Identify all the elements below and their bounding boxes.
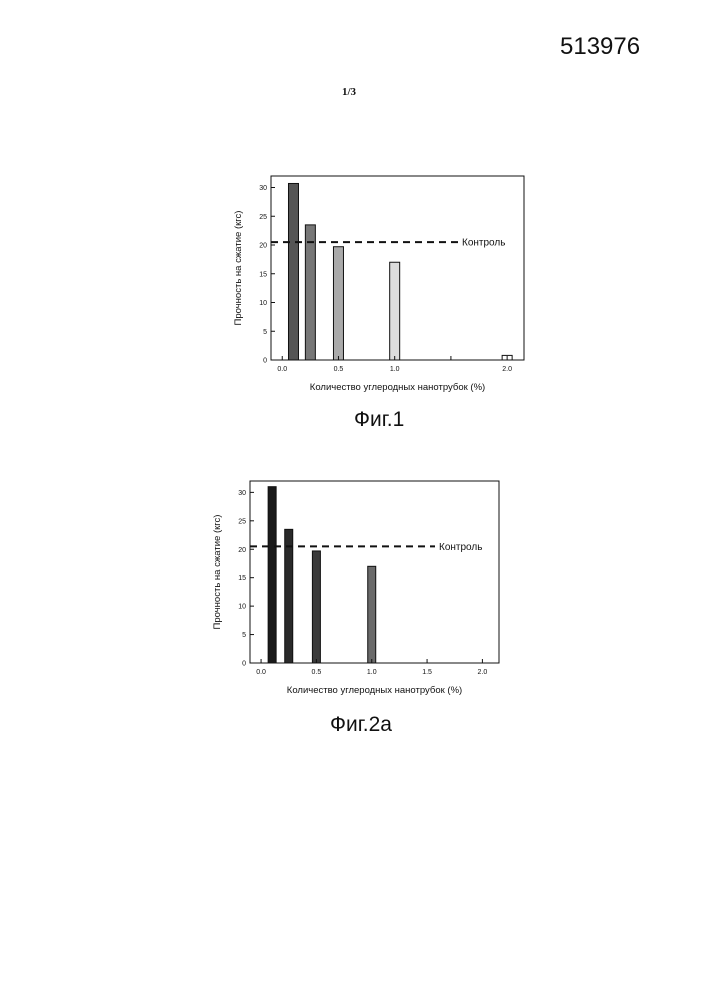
x-tick-label: 0.5	[334, 366, 344, 373]
x-tick-label: 0.0	[277, 366, 287, 373]
x-tick-label: 2.0	[478, 669, 488, 676]
y-axis-title: Прочность на сжатие (кгс)	[233, 211, 244, 326]
y-tick-label: 25	[259, 214, 267, 221]
bar	[285, 529, 293, 663]
x-tick-label: 0.5	[312, 669, 322, 676]
y-tick-label: 30	[259, 185, 267, 192]
y-tick-label: 30	[238, 490, 246, 497]
y-tick-label: 0	[242, 661, 246, 668]
y-tick-label: 0	[263, 358, 267, 365]
y-axis-title: Прочность на сжатие (кгс)	[212, 515, 223, 630]
bar	[305, 225, 315, 360]
y-tick-label: 15	[259, 271, 267, 278]
control-label: Контроль	[439, 542, 482, 553]
figure-caption-2a: Фиг.2а	[330, 713, 392, 737]
x-tick-label: 0.0	[256, 669, 266, 676]
bar	[268, 487, 276, 663]
x-tick-label: 1.5	[422, 669, 432, 676]
bar	[368, 566, 376, 663]
x-tick-label: 2.0	[502, 366, 512, 373]
bar	[312, 551, 320, 663]
chart-fig1: 0 5 10 15 20 25 30 0.0 0.5 1.0 2.0 Контроль Количест…	[233, 176, 524, 393]
y-tick-label: 20	[238, 547, 246, 554]
x-tick-label: 1.0	[367, 669, 377, 676]
y-tick-label: 5	[263, 329, 267, 336]
bar	[390, 262, 400, 360]
figure-caption-1: Фиг.1	[354, 408, 404, 432]
y-tick-label: 10	[238, 604, 246, 611]
y-tick-label: 20	[259, 243, 267, 250]
chart-fig2a: 0 5 10 15 20 25 30 0.0 0.5 1.0 1.5 2.0 Контроль Колич…	[212, 481, 499, 696]
y-tick-label: 15	[238, 575, 246, 582]
y-tick-label: 10	[259, 300, 267, 307]
bar	[333, 247, 343, 360]
y-tick-label: 25	[238, 518, 246, 525]
y-tick-label: 5	[242, 632, 246, 639]
bar	[288, 183, 298, 360]
x-axis-title: Количество углеродных нанотрубок (%)	[287, 685, 462, 696]
control-label: Контроль	[462, 238, 505, 249]
x-axis-title: Количество углеродных нанотрубок (%)	[310, 382, 485, 393]
x-tick-label: 1.0	[390, 366, 400, 373]
